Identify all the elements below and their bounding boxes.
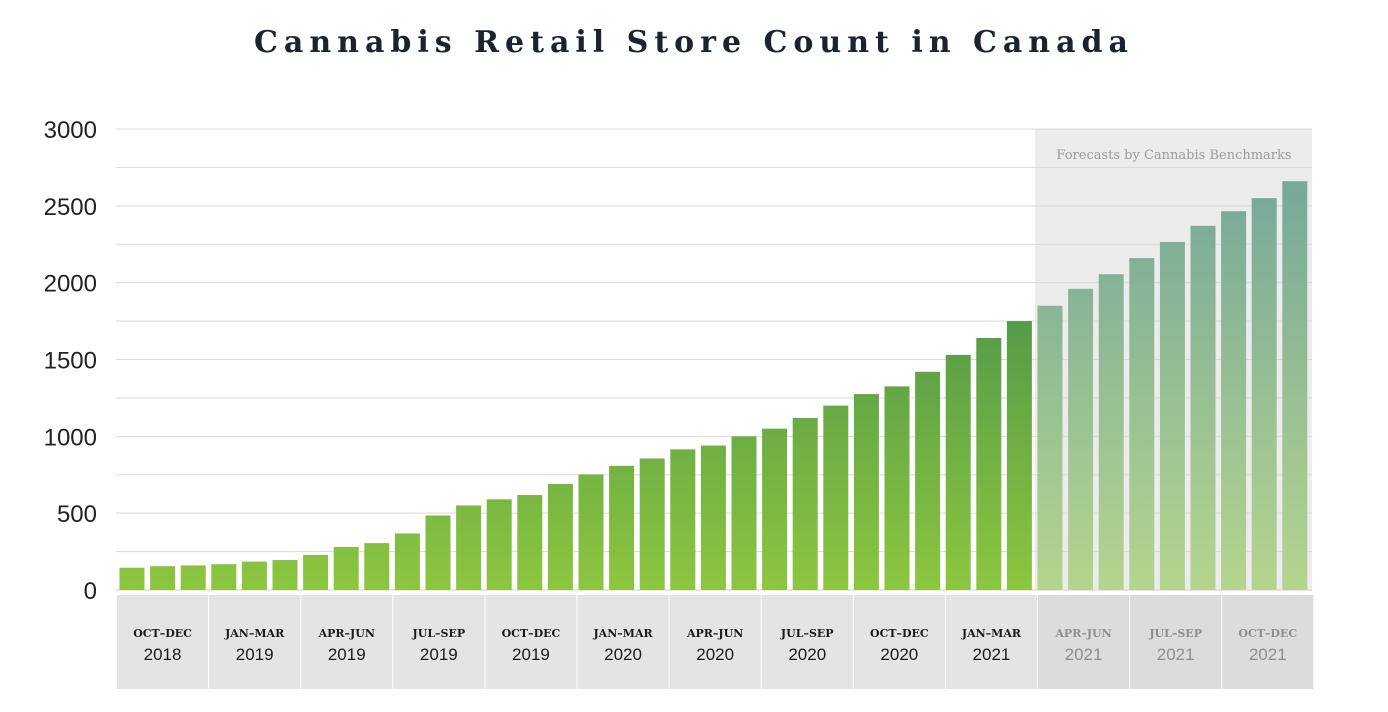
quarter-year-label: 2021 [1065, 645, 1103, 664]
bar [945, 354, 971, 590]
quarter-period-label: OCT–DEC [870, 627, 929, 640]
forecast-bar [1098, 274, 1124, 590]
quarter-label-cell [1222, 595, 1314, 689]
quarter-year-label: 2021 [1157, 645, 1195, 664]
y-tick-label: 500 [57, 501, 97, 528]
bar [884, 386, 910, 590]
quarter-year-label: 2019 [512, 645, 550, 664]
bar [364, 543, 390, 590]
quarter-year-label: 2019 [328, 645, 366, 664]
quarter-period-label: OCT–DEC [502, 627, 561, 640]
forecast-note: Forecasts by Cannabis Benchmarks [1056, 148, 1291, 163]
forecast-bar [1037, 305, 1063, 590]
quarter-label-cell [1038, 595, 1130, 689]
quarter-label-cell [853, 595, 945, 689]
quarter-period-label: OCT–DEC [1238, 627, 1297, 640]
quarter-label-cell [669, 595, 761, 689]
quarter-label-cell [393, 595, 485, 689]
quarter-period-label: JAN–MAR [224, 627, 285, 640]
bar [823, 405, 849, 590]
quarter-year-label: 2021 [1249, 645, 1287, 664]
quarter-period-label: JAN–MAR [961, 627, 1022, 640]
quarter-year-label: 2019 [420, 645, 458, 664]
forecast-bar [1159, 241, 1185, 590]
y-tick-label: 2000 [44, 271, 97, 298]
bar [119, 567, 145, 590]
quarter-year-label: 2020 [696, 645, 734, 664]
quarter-label-cell [117, 595, 209, 689]
quarter-period-label: JUL–SEP [780, 627, 834, 640]
bar [425, 515, 451, 590]
quarter-year-label: 2020 [880, 645, 918, 664]
bar [670, 449, 696, 590]
bar [976, 337, 1002, 590]
quarter-label-cell [945, 595, 1037, 689]
bar [517, 495, 543, 590]
quarter-year-label: 2019 [236, 645, 274, 664]
bar [1006, 321, 1032, 590]
bar [211, 564, 237, 590]
bar [333, 546, 359, 590]
bar [915, 371, 941, 590]
bar [792, 417, 818, 590]
quarter-label-cell [761, 595, 853, 689]
y-tick-label: 1000 [44, 424, 97, 451]
bar [853, 394, 879, 590]
bar [486, 499, 512, 590]
bar [272, 560, 298, 590]
quarter-period-label: JAN–MAR [592, 627, 653, 640]
quarter-period-label: JUL–SEP [412, 627, 466, 640]
bar [303, 554, 329, 590]
forecast-bar [1282, 181, 1308, 590]
y-tick-label: 0 [84, 578, 97, 605]
quarter-year-label: 2021 [973, 645, 1011, 664]
bar [394, 533, 420, 590]
quarter-period-label: OCT–DEC [133, 627, 192, 640]
bar [150, 566, 176, 590]
forecast-bar [1221, 211, 1247, 590]
forecast-bar [1251, 198, 1277, 590]
quarter-label-cell [485, 595, 577, 689]
forecast-bar [1068, 288, 1094, 590]
forecast-bar [1190, 225, 1216, 590]
bar [547, 483, 573, 590]
y-tick-label: 2500 [44, 194, 97, 221]
bar [456, 505, 482, 590]
bar [762, 428, 788, 590]
quarter-period-label: APR–JUN [686, 627, 743, 640]
quarter-label-cell [301, 595, 393, 689]
bar [609, 465, 635, 590]
quarter-period-label: JUL–SEP [1148, 627, 1202, 640]
quarter-year-label: 2020 [788, 645, 826, 664]
quarter-year-label: 2018 [144, 645, 182, 664]
y-tick-label: 3000 [44, 117, 97, 144]
quarter-period-label: APR–JUN [318, 627, 375, 640]
y-tick-label: 1500 [44, 348, 97, 375]
bar [241, 561, 267, 590]
bar [700, 445, 726, 590]
bar [639, 458, 665, 590]
quarter-label-cell [577, 595, 669, 689]
bar [578, 474, 604, 590]
quarter-label-cell [1130, 595, 1222, 689]
quarter-year-label: 2020 [604, 645, 642, 664]
forecast-bar [1129, 258, 1155, 590]
quarter-label-cell [209, 595, 301, 689]
quarter-period-label: APR–JUN [1054, 627, 1111, 640]
bar [180, 565, 206, 590]
bar [731, 436, 757, 590]
chart-title: Cannabis Retail Store Count in Canada [254, 25, 1134, 60]
